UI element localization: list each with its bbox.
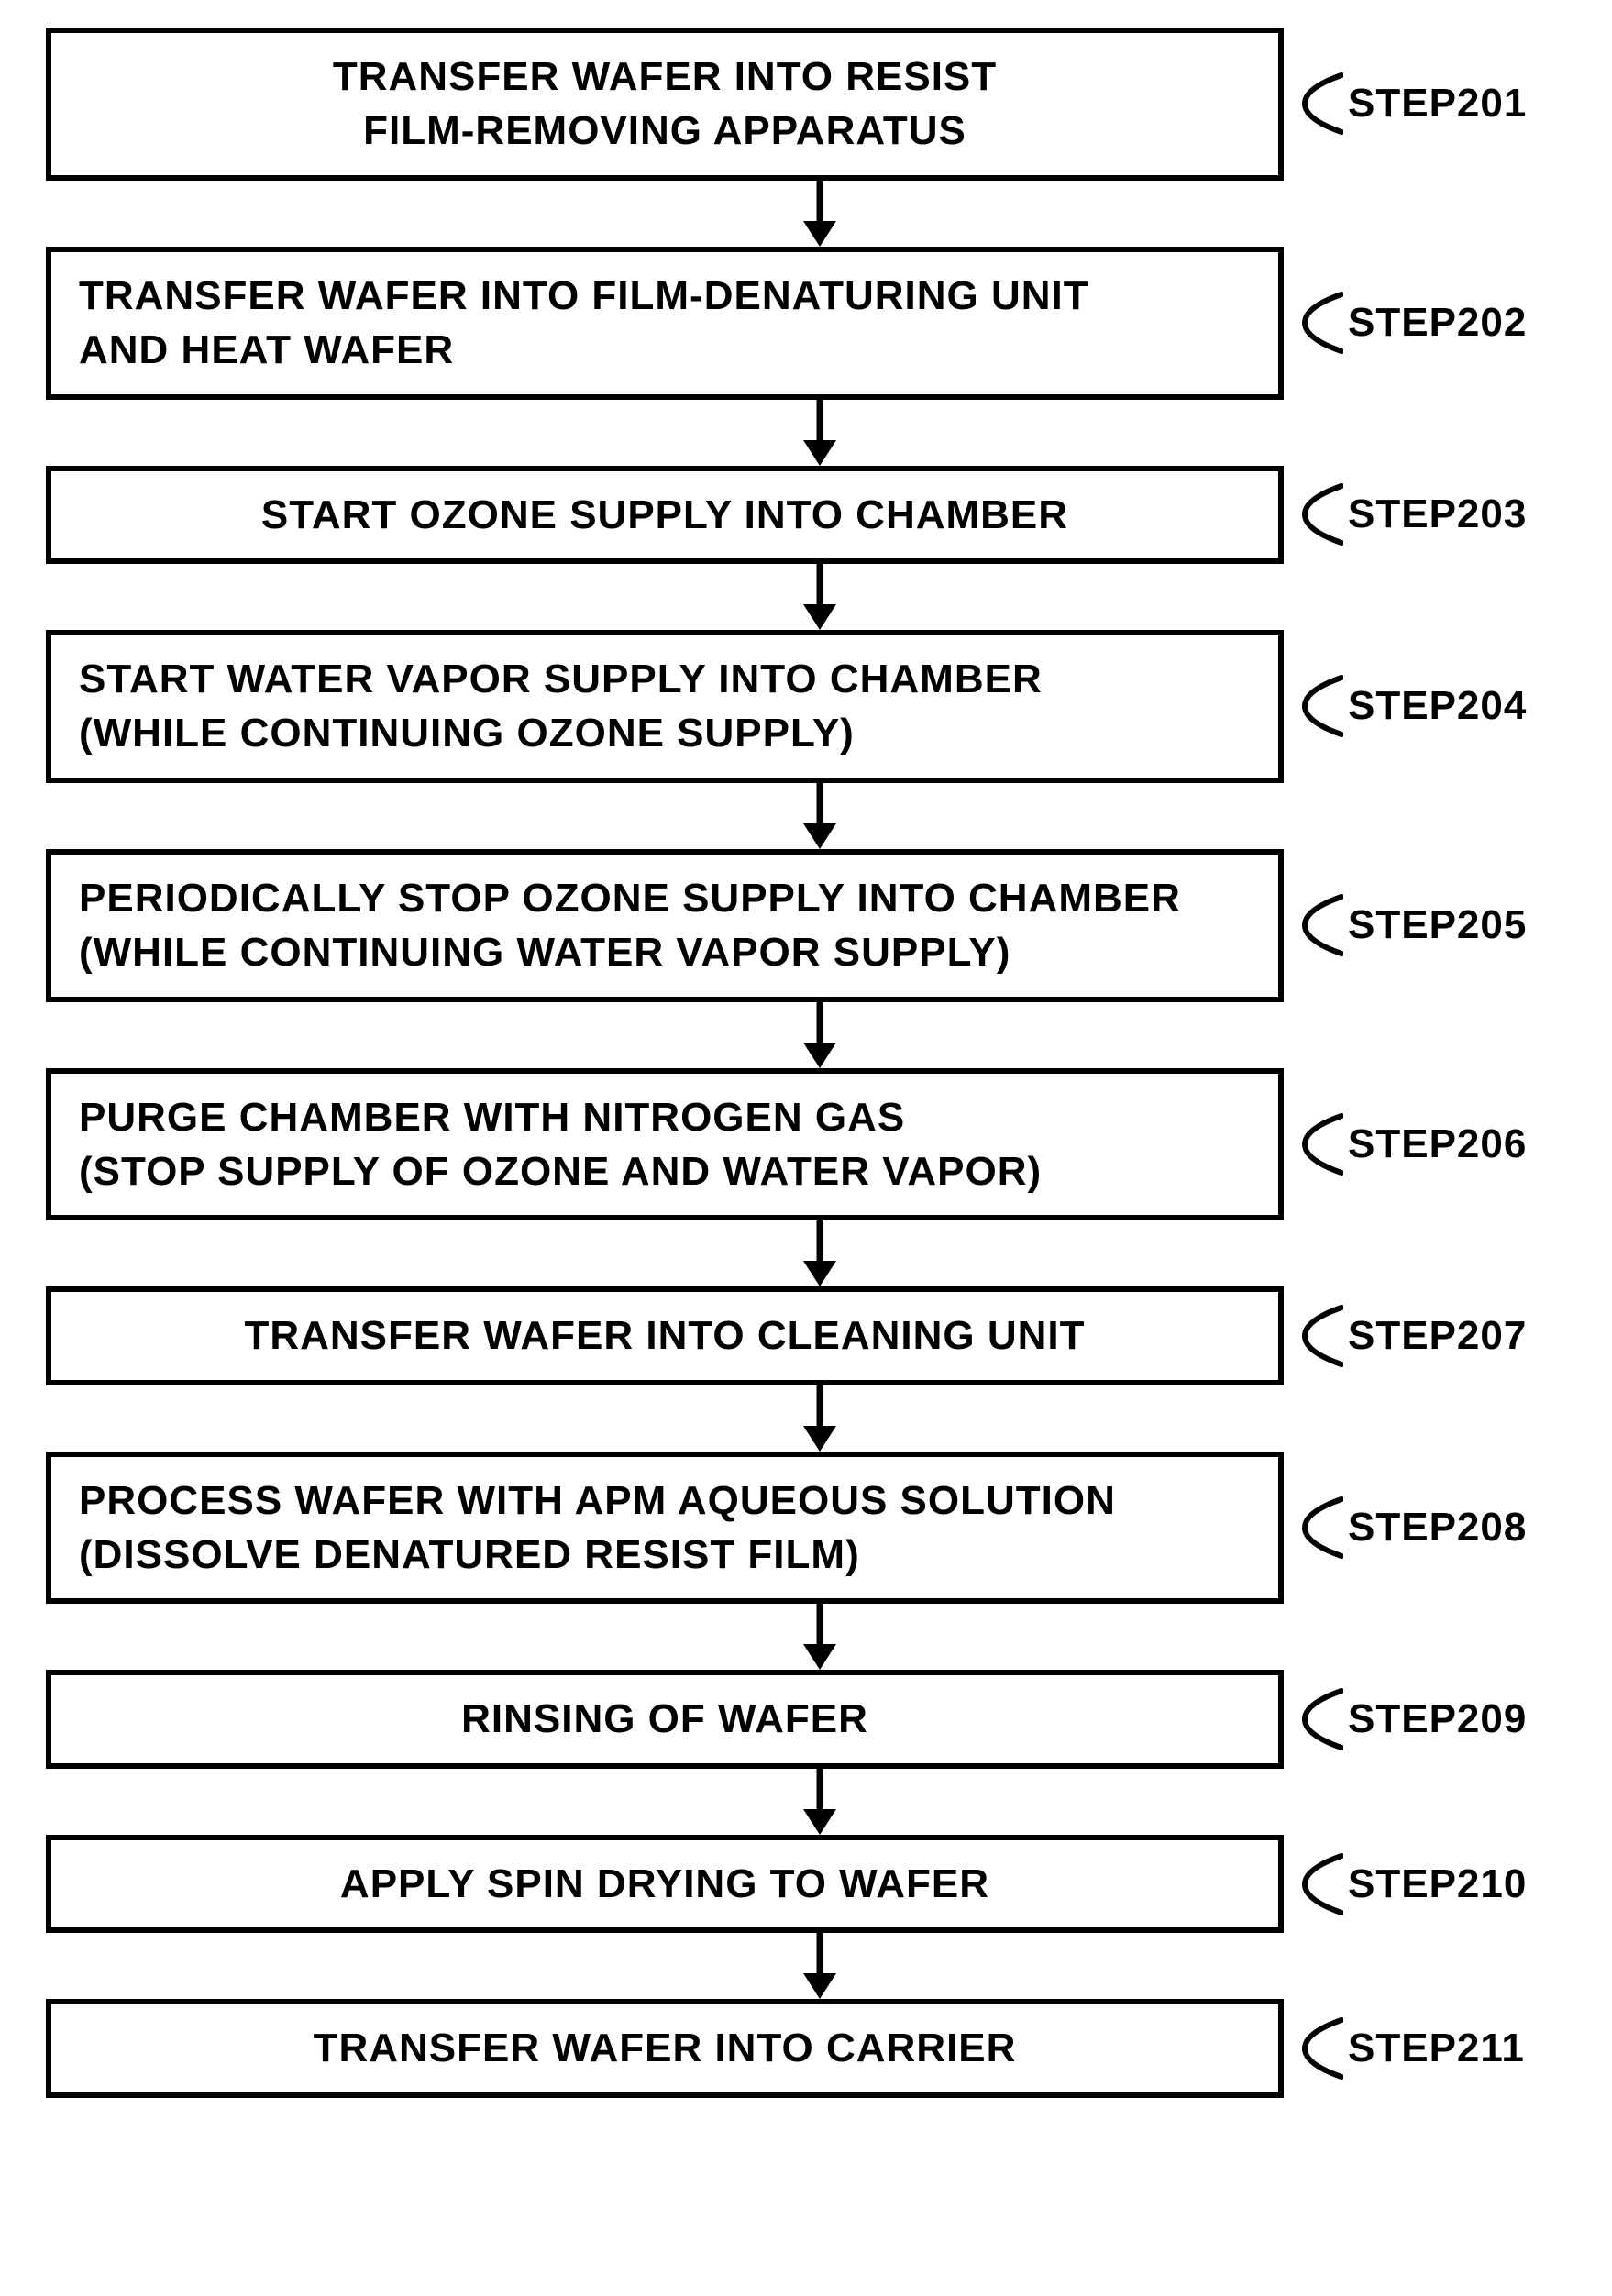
flowchart-step-text: TRANSFER WAFER INTO CLEANING UNIT	[244, 1308, 1085, 1363]
step-label: STEP211	[1348, 2026, 1525, 2071]
flowchart-step-text: (STOP SUPPLY OF OZONE AND WATER VAPOR)	[79, 1144, 1042, 1198]
flowchart-step-row: PURGE CHAMBER WITH NITROGEN GAS(STOP SUP…	[18, 1068, 1594, 1221]
connector-curve-icon	[1297, 1496, 1343, 1560]
flowchart-step-box: PURGE CHAMBER WITH NITROGEN GAS(STOP SUP…	[46, 1068, 1284, 1221]
step-label: STEP208	[1348, 1505, 1527, 1551]
arrow-down-icon	[201, 783, 1439, 849]
arrow-down-icon	[201, 564, 1439, 630]
flowchart-step-box: APPLY SPIN DRYING TO WAFER	[46, 1835, 1284, 1933]
step-label-wrap: STEP210	[1297, 1852, 1527, 1916]
flowchart-container: TRANSFER WAFER INTO RESISTFILM-REMOVING …	[18, 28, 1594, 2098]
step-label: STEP206	[1348, 1121, 1527, 1167]
step-label: STEP202	[1348, 300, 1527, 346]
flowchart-step-text: TRANSFER WAFER INTO CARRIER	[314, 2021, 1017, 2075]
step-label-wrap: STEP204	[1297, 674, 1527, 738]
connector-curve-icon	[1297, 674, 1343, 738]
flowchart-step-box: PROCESS WAFER WITH APM AQUEOUS SOLUTION(…	[46, 1452, 1284, 1605]
flowchart-step-text: PURGE CHAMBER WITH NITROGEN GAS	[79, 1090, 905, 1144]
step-label: STEP209	[1348, 1696, 1527, 1742]
step-label-wrap: STEP207	[1297, 1304, 1527, 1368]
step-label: STEP210	[1348, 1861, 1527, 1907]
step-label: STEP201	[1348, 81, 1527, 127]
step-label: STEP207	[1348, 1313, 1527, 1359]
arrow-down-icon	[201, 1220, 1439, 1286]
flowchart-step-text: (DISSOLVE DENATURED RESIST FILM)	[79, 1528, 860, 1582]
flowchart-step-text: START OZONE SUPPLY INTO CHAMBER	[261, 488, 1068, 542]
flowchart-step-row: TRANSFER WAFER INTO CARRIER STEP211	[18, 1999, 1594, 2097]
flowchart-step-text: FILM-REMOVING APPARATUS	[363, 104, 966, 158]
connector-curve-icon	[1297, 1687, 1343, 1751]
step-label-wrap: STEP211	[1297, 2016, 1525, 2081]
arrow-down-icon	[201, 1002, 1439, 1068]
flowchart-step-text: APPLY SPIN DRYING TO WAFER	[340, 1857, 989, 1911]
step-label-wrap: STEP209	[1297, 1687, 1527, 1751]
flowchart-step-text: (WHILE CONTINUING OZONE SUPPLY)	[79, 706, 855, 760]
step-label-wrap: STEP208	[1297, 1496, 1527, 1560]
connector-curve-icon	[1297, 1852, 1343, 1916]
step-label-wrap: STEP205	[1297, 893, 1527, 957]
flowchart-step-box: START OZONE SUPPLY INTO CHAMBER	[46, 466, 1284, 564]
connector-curve-icon	[1297, 1304, 1343, 1368]
step-label-wrap: STEP203	[1297, 482, 1527, 546]
flowchart-step-text: (WHILE CONTINUING WATER VAPOR SUPPLY)	[79, 925, 1010, 979]
flowchart-step-row: APPLY SPIN DRYING TO WAFER STEP210	[18, 1835, 1594, 1933]
arrow-down-icon	[201, 1385, 1439, 1452]
flowchart-step-text: PERIODICALLY STOP OZONE SUPPLY INTO CHAM…	[79, 871, 1181, 925]
connector-curve-icon	[1297, 893, 1343, 957]
flowchart-step-box: TRANSFER WAFER INTO CLEANING UNIT	[46, 1286, 1284, 1385]
flowchart-step-row: START WATER VAPOR SUPPLY INTO CHAMBER(WH…	[18, 630, 1594, 783]
flowchart-step-text: TRANSFER WAFER INTO FILM-DENATURING UNIT	[79, 269, 1089, 323]
flowchart-step-box: TRANSFER WAFER INTO FILM-DENATURING UNIT…	[46, 247, 1284, 400]
connector-curve-icon	[1297, 72, 1343, 136]
flowchart-step-row: START OZONE SUPPLY INTO CHAMBER STEP203	[18, 466, 1594, 564]
flowchart-step-text: TRANSFER WAFER INTO RESIST	[333, 50, 997, 104]
step-label: STEP203	[1348, 491, 1527, 537]
flowchart-step-text: START WATER VAPOR SUPPLY INTO CHAMBER	[79, 652, 1043, 706]
flowchart-step-row: PERIODICALLY STOP OZONE SUPPLY INTO CHAM…	[18, 849, 1594, 1002]
connector-curve-icon	[1297, 482, 1343, 546]
connector-curve-icon	[1297, 2016, 1343, 2081]
flowchart-step-box: RINSING OF WAFER	[46, 1670, 1284, 1768]
flowchart-step-row: TRANSFER WAFER INTO FILM-DENATURING UNIT…	[18, 247, 1594, 400]
flowchart-step-box: TRANSFER WAFER INTO RESISTFILM-REMOVING …	[46, 28, 1284, 181]
arrow-down-icon	[201, 181, 1439, 247]
connector-curve-icon	[1297, 291, 1343, 355]
flowchart-step-box: PERIODICALLY STOP OZONE SUPPLY INTO CHAM…	[46, 849, 1284, 1002]
step-label-wrap: STEP201	[1297, 72, 1527, 136]
flowchart-step-text: RINSING OF WAFER	[461, 1692, 868, 1746]
arrow-down-icon	[201, 1933, 1439, 1999]
step-label-wrap: STEP202	[1297, 291, 1527, 355]
arrow-down-icon	[201, 400, 1439, 466]
flowchart-step-text: PROCESS WAFER WITH APM AQUEOUS SOLUTION	[79, 1474, 1116, 1528]
flowchart-step-box: TRANSFER WAFER INTO CARRIER	[46, 1999, 1284, 2097]
connector-curve-icon	[1297, 1112, 1343, 1176]
step-label-wrap: STEP206	[1297, 1112, 1527, 1176]
arrow-down-icon	[201, 1769, 1439, 1835]
flowchart-step-row: TRANSFER WAFER INTO CLEANING UNIT STEP207	[18, 1286, 1594, 1385]
flowchart-step-row: TRANSFER WAFER INTO RESISTFILM-REMOVING …	[18, 28, 1594, 181]
step-label: STEP205	[1348, 902, 1527, 948]
flowchart-step-box: START WATER VAPOR SUPPLY INTO CHAMBER(WH…	[46, 630, 1284, 783]
flowchart-step-row: PROCESS WAFER WITH APM AQUEOUS SOLUTION(…	[18, 1452, 1594, 1605]
flowchart-step-row: RINSING OF WAFER STEP209	[18, 1670, 1594, 1768]
arrow-down-icon	[201, 1604, 1439, 1670]
step-label: STEP204	[1348, 683, 1527, 729]
flowchart-step-text: AND HEAT WAFER	[79, 323, 454, 377]
